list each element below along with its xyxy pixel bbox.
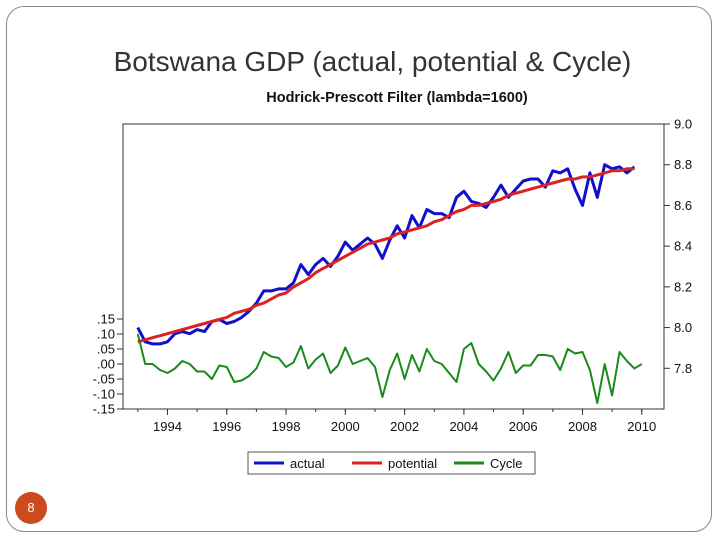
left-y-tick-label: -.15 <box>93 402 115 417</box>
right-y-tick-label: 8.6 <box>674 198 692 213</box>
right-y-tick-label: 8.2 <box>674 279 692 294</box>
chart-legend: actual potential Cycle <box>247 451 536 475</box>
series-line-cycle <box>136 333 643 404</box>
left-y-tick-label: .00 <box>97 357 115 372</box>
plot-frame <box>122 123 665 410</box>
x-tick-label: 2010 <box>627 419 656 434</box>
x-tick-label: 1998 <box>272 419 301 434</box>
x-tick-label: 1994 <box>153 419 182 434</box>
right-y-tick-label: 7.8 <box>674 361 692 376</box>
left-y-tick-label: -.05 <box>93 372 115 387</box>
series-line-potential <box>137 167 635 344</box>
x-tick-label: 2008 <box>568 419 597 434</box>
left-y-tick-label: .15 <box>97 312 115 327</box>
left-y-tick-label: .05 <box>97 342 115 357</box>
chart-title: Hodrick-Prescott Filter (lambda=1600) <box>266 90 528 106</box>
x-tick-label: 1996 <box>212 419 241 434</box>
page-number: 8 <box>15 492 47 524</box>
series-line-actual <box>136 163 636 346</box>
right-y-tick-label: 8.8 <box>674 157 692 172</box>
slide-title: Botswana GDP (actual, potential & Cycle) <box>113 46 632 77</box>
left-y-tick-label: .10 <box>97 327 115 342</box>
chart-marks: 1994 1996 1998 2000 2002 2004 2006 2008 2010 7.8 8… <box>93 117 692 435</box>
slide-frame <box>6 6 712 532</box>
legend-box <box>247 451 536 475</box>
legend-label-potential: potential <box>388 456 437 471</box>
left-y-tick-label: -.10 <box>93 387 115 402</box>
x-tick-label: 2002 <box>390 419 419 434</box>
right-y-tick-label: 8.0 <box>674 320 692 335</box>
right-y-tick-label: 9.0 <box>674 117 692 132</box>
right-y-tick-label: 8.4 <box>674 239 692 254</box>
legend-label-cycle: Cycle <box>490 456 523 471</box>
x-tick-label: 2000 <box>331 419 360 434</box>
x-tick-label: 2004 <box>449 419 478 434</box>
x-tick-label: 2006 <box>509 419 538 434</box>
legend-label-actual: actual <box>290 456 325 471</box>
